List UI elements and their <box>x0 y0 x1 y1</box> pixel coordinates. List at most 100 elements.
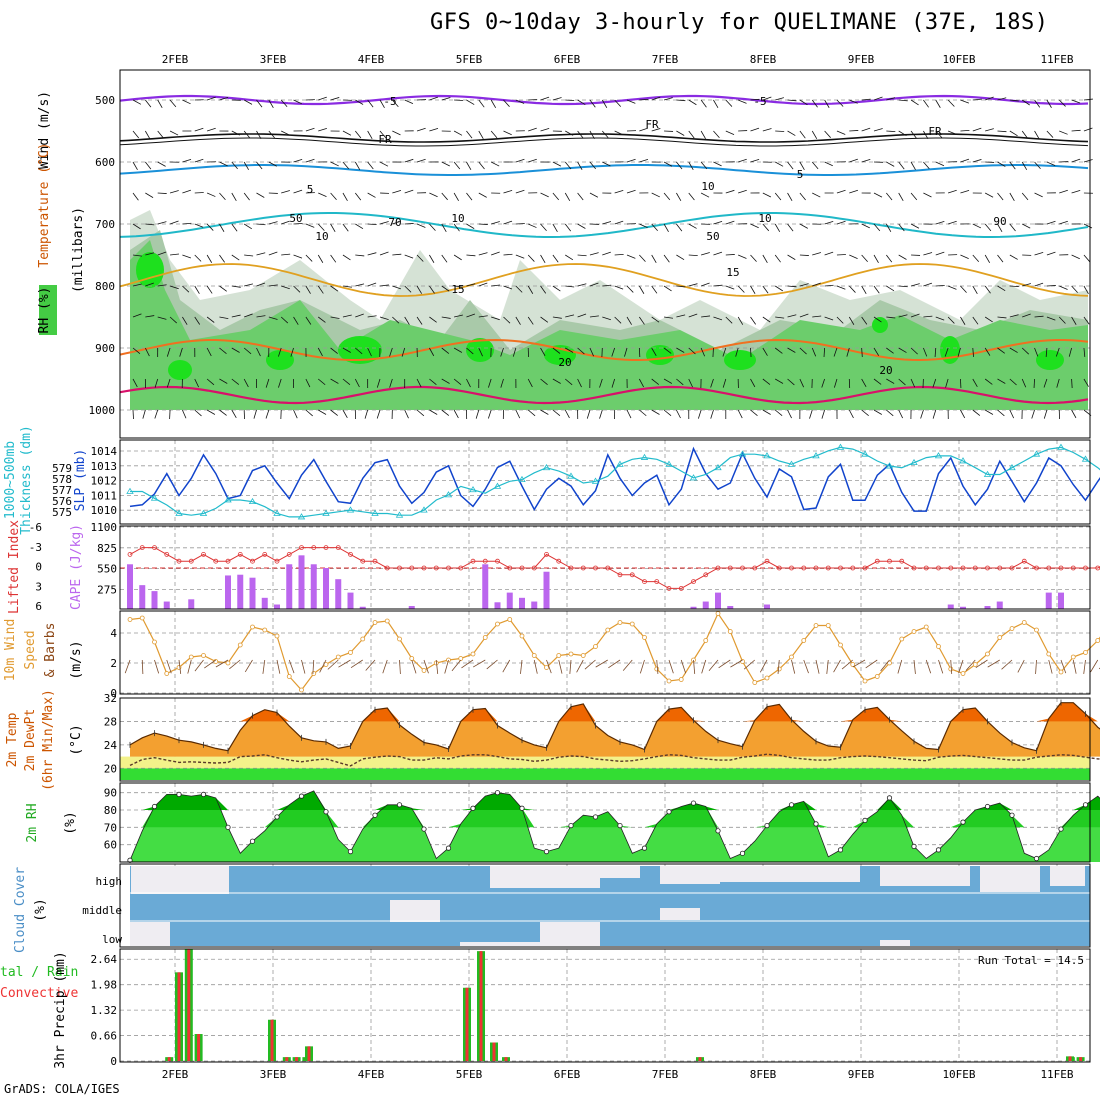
li-point <box>250 558 255 564</box>
upper-wind-barb <box>318 96 327 101</box>
rh-tick-label: 70 <box>104 821 117 834</box>
thickness-point <box>689 474 698 481</box>
cape-bar <box>1058 592 1064 609</box>
upper-wind-barb <box>589 192 599 198</box>
rh-point <box>151 803 158 810</box>
upper-wind-barb <box>244 254 254 257</box>
upper-wind-barb <box>354 378 360 388</box>
thickness-point <box>983 470 992 477</box>
upper-wind-barb <box>379 130 387 139</box>
contour-label: 5 <box>307 183 314 196</box>
upper-wind-barb <box>750 378 756 388</box>
upper-wind-barb <box>639 223 648 229</box>
upper-wind-barb <box>231 378 240 385</box>
upper-wind-barb <box>812 252 822 256</box>
upper-wind-barb <box>132 347 141 355</box>
thickness-point <box>665 460 673 467</box>
thickness-point <box>150 494 159 501</box>
upper-wind-barb <box>639 316 645 325</box>
wind10-speed-point <box>531 653 537 658</box>
rh-point <box>837 847 844 853</box>
upper-wind-barb <box>540 128 550 132</box>
upper-wind-barb <box>910 130 917 139</box>
wind10-speed-line <box>129 612 1100 691</box>
li-point <box>397 565 402 571</box>
cape-bar <box>286 564 293 609</box>
pressure-tick-label: 900 <box>95 342 115 355</box>
upper-wind-barb <box>1071 409 1077 419</box>
upper-wind-barb <box>404 409 409 419</box>
upper-wind-barb <box>219 347 227 354</box>
li-point <box>213 558 219 564</box>
li-point <box>801 565 807 571</box>
upper-wind-barb <box>861 223 870 229</box>
upper-wind-barb <box>565 314 575 318</box>
rh-shade-green <box>130 240 1088 410</box>
upper-wind-barb <box>243 378 249 388</box>
upper-wind-barb <box>379 221 389 225</box>
upper-wind-barb <box>602 221 612 225</box>
rh-shade-bright <box>266 350 294 370</box>
upper-wind-barb <box>898 223 905 232</box>
thickness-tick-label: 577 <box>52 484 72 497</box>
upper-wind-barb <box>157 192 167 194</box>
upper-wind-barb <box>750 127 760 132</box>
rh-point <box>249 838 256 844</box>
upper-wind-barb <box>984 347 991 356</box>
upper-wind-barb <box>500 378 504 388</box>
upper-wind-barb <box>960 254 969 260</box>
upper-wind-barb <box>355 99 364 105</box>
precip-bar-convective <box>1068 1056 1072 1061</box>
li-point <box>348 552 353 557</box>
upper-wind-barb <box>466 283 476 287</box>
upper-wind-barb <box>490 130 498 139</box>
upper-wind-barb <box>1059 189 1068 194</box>
slp-tick-label: 1012 <box>91 475 118 488</box>
upper-wind-barb <box>256 282 266 287</box>
upper-wind-barb <box>132 223 141 230</box>
upper-wind-barb <box>243 347 252 355</box>
upper-wind-barb <box>898 161 905 170</box>
upper-wind-barb <box>132 99 142 105</box>
li-tick-label: -6 <box>29 521 42 534</box>
upper-wind-barb <box>1009 223 1016 232</box>
li-point <box>923 565 929 571</box>
upper-wind-barb <box>354 192 362 201</box>
precip-bar-convective <box>698 1057 702 1061</box>
upper-wind-barb <box>1068 347 1072 357</box>
upper-wind-barb <box>478 223 488 225</box>
thickness-point <box>542 463 551 471</box>
upper-wind-barb <box>799 254 809 256</box>
wind10-barb <box>546 659 552 674</box>
upper-wind-barb <box>564 409 570 419</box>
upper-wind-barb <box>910 161 916 170</box>
upper-wind-barb <box>725 316 733 324</box>
li-point <box>311 545 317 550</box>
upper-wind-barb <box>984 192 994 198</box>
upper-wind-barb <box>787 409 792 419</box>
upper-wind-barb <box>750 316 756 325</box>
li-point <box>727 565 733 571</box>
upper-wind-barb <box>475 409 480 419</box>
top-date-label: 9FEB <box>848 53 875 66</box>
contour-label: 10 <box>758 212 771 225</box>
temp-band-yellow <box>120 756 1090 769</box>
upper-wind-barb <box>821 409 825 419</box>
upper-wind-barb <box>663 316 674 319</box>
upper-wind-barb <box>601 99 608 108</box>
wind10-speed-point <box>127 617 133 622</box>
upper-wind-barb <box>688 130 695 139</box>
rh-point <box>617 822 623 829</box>
upper-wind-barb <box>700 347 706 357</box>
precip-tick-label: 1.32 <box>91 1004 118 1017</box>
rh-point <box>960 819 966 825</box>
li-point <box>201 552 206 557</box>
upper-wind-barb <box>281 130 290 136</box>
upper-wind-barb <box>392 285 402 290</box>
cloud-label-2: (%) <box>33 898 48 921</box>
wind10-barb <box>399 659 401 674</box>
wind10-barb <box>701 659 707 674</box>
upper-wind-barb <box>972 285 978 294</box>
contour-label: 50 <box>289 212 302 225</box>
thickness-point <box>322 509 330 516</box>
